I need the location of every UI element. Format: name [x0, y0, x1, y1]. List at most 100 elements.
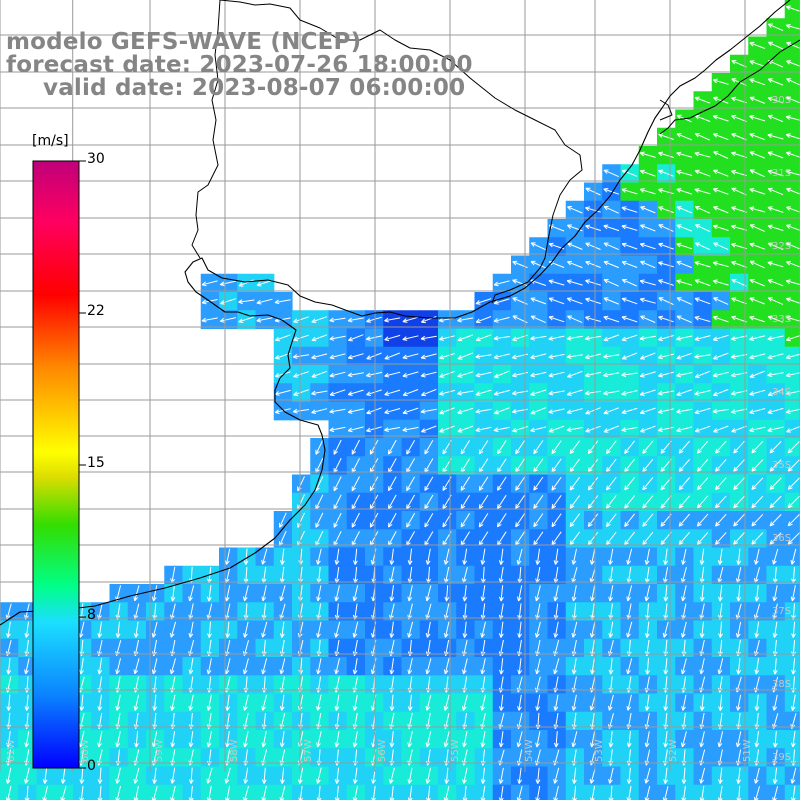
wind-arrow	[274, 371, 291, 378]
wind-arrow	[731, 372, 748, 378]
wind-arrow	[548, 315, 565, 323]
wind-arrow	[460, 476, 471, 491]
wind-arrow	[644, 548, 650, 565]
wind-arrow	[767, 297, 784, 305]
wind-arrow	[334, 658, 340, 675]
wind-arrow	[767, 96, 784, 104]
wind-arrow	[712, 115, 729, 122]
wind-arrow	[406, 476, 416, 492]
wind-arrow	[243, 548, 249, 565]
wind-arrow	[206, 658, 212, 675]
wind-arrow	[644, 694, 650, 711]
wind-arrow	[389, 585, 395, 602]
wind-arrow	[170, 767, 176, 784]
wind-arrow	[731, 260, 747, 268]
lon-label: 60W	[80, 739, 91, 762]
wind-arrow	[460, 440, 471, 455]
wind-arrow	[480, 621, 486, 638]
wind-arrow	[407, 585, 413, 602]
wind-cell	[784, 675, 800, 695]
wind-arrow	[731, 224, 747, 231]
wind-arrow	[553, 603, 559, 620]
wind-arrow	[567, 242, 583, 250]
wind-cell	[784, 255, 800, 275]
wind-arrow	[316, 658, 322, 675]
wind-arrow	[566, 354, 583, 359]
wind-arrow	[731, 133, 747, 141]
wind-arrow	[786, 96, 800, 104]
wind-arrow	[754, 621, 760, 638]
wind-arrow	[553, 658, 560, 675]
wind-arrow	[587, 531, 599, 546]
wind-arrow	[585, 187, 601, 196]
wind-arrow	[642, 513, 654, 527]
wind-arrow	[261, 548, 268, 565]
wind-arrow	[224, 548, 231, 565]
wind-arrow	[589, 621, 596, 638]
wind-arrow	[333, 439, 342, 455]
wind-arrow	[493, 335, 510, 341]
wind-arrow	[657, 408, 675, 414]
wind-arrow	[566, 427, 583, 432]
wind-arrow	[621, 352, 638, 360]
wind-arrow	[6, 731, 11, 748]
wind-arrow	[791, 621, 796, 638]
wind-arrow	[640, 352, 656, 360]
wind-arrow	[443, 548, 450, 565]
wind-arrow	[730, 354, 748, 359]
wind-arrow	[621, 188, 638, 195]
wind-arrow	[225, 621, 231, 638]
wind-arrow	[715, 440, 727, 454]
wind-arrow	[280, 767, 285, 784]
wind-arrow	[749, 151, 765, 159]
wind-arrow	[681, 658, 687, 675]
wind-arrow	[457, 352, 473, 360]
wind-arrow	[749, 224, 765, 232]
wind-arrow	[334, 621, 341, 638]
wind-arrow	[608, 658, 614, 675]
wind-arrow	[261, 585, 267, 602]
wind-arrow	[713, 169, 729, 177]
wind-arrow	[497, 494, 507, 510]
wind-arrow	[24, 658, 30, 675]
wind-cell	[784, 18, 800, 38]
wind-arrow	[425, 731, 432, 748]
wind-arrow	[352, 767, 358, 784]
wind-arrow	[279, 694, 285, 711]
wind-arrow	[731, 425, 747, 433]
wind-arrow	[767, 114, 784, 123]
wind-arrow	[589, 548, 596, 565]
wind-arrow	[499, 658, 504, 675]
wind-arrow	[133, 585, 140, 602]
lon-label: 54W	[524, 739, 535, 762]
wind-arrow	[443, 621, 450, 638]
wind-arrow	[658, 279, 674, 286]
wind-arrow	[438, 335, 456, 341]
wind-arrow	[462, 548, 468, 565]
wind-arrow	[533, 440, 544, 455]
wind-arrow	[639, 242, 656, 250]
wind-arrow	[658, 188, 674, 195]
wind-arrow	[749, 335, 766, 341]
wind-arrow	[425, 658, 432, 675]
wind-arrow	[676, 335, 693, 341]
wind-arrow	[316, 585, 322, 602]
wind-arrow	[407, 694, 413, 711]
wind-arrow	[606, 458, 617, 473]
wind-arrow	[769, 477, 782, 490]
wind-arrow	[715, 477, 727, 491]
wind-arrow	[389, 621, 395, 638]
wind-arrow	[572, 603, 577, 620]
wind-arrow	[767, 133, 784, 140]
wind-cell	[784, 784, 800, 800]
wind-arrow	[478, 513, 489, 528]
wind-arrow	[769, 514, 782, 527]
wind-cell	[784, 54, 800, 74]
wind-arrow	[530, 335, 547, 341]
wind-arrow	[587, 458, 599, 473]
wind-arrow	[334, 603, 340, 620]
wind-arrow	[696, 440, 709, 454]
wind-arrow	[772, 658, 778, 675]
wind-arrow	[694, 96, 711, 104]
wind-arrow	[475, 371, 492, 378]
